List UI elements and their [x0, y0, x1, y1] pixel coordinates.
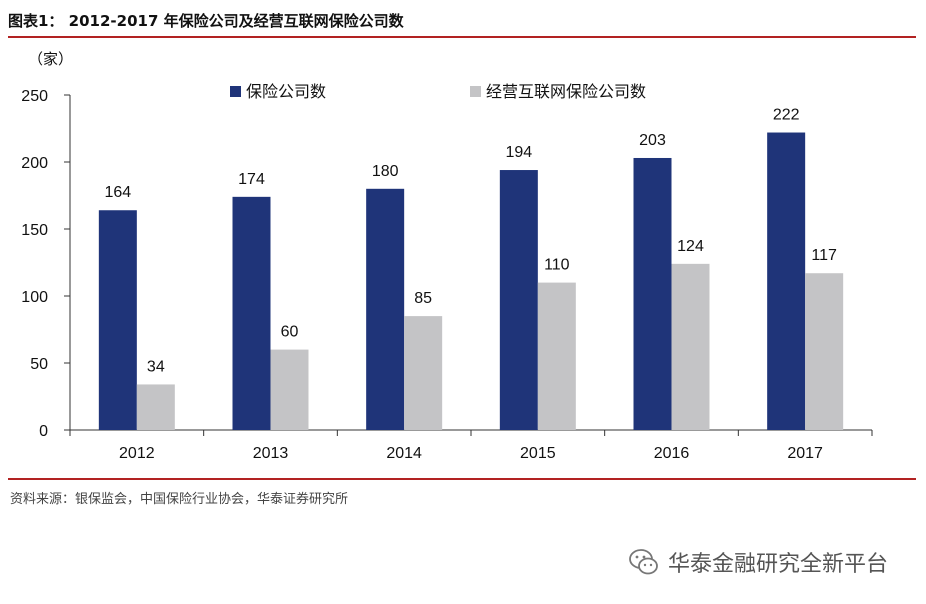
bar-insurers [633, 157, 672, 430]
data-label: 194 [505, 144, 532, 161]
bar-internet-insurers [537, 282, 576, 430]
watermark-text: 华泰金融研究全新平台 [668, 552, 889, 577]
data-label: 222 [773, 107, 800, 124]
data-label: 34 [147, 358, 165, 375]
x-tick-label: 2017 [787, 445, 823, 462]
figure-title: 图表1： 2012-2017 年保险公司及经营互联网保险公司数 [8, 12, 404, 30]
data-label: 60 [281, 324, 299, 341]
source-note: 资料来源：银保监会，中国保险行业协会，华泰证券研究所 [10, 492, 349, 507]
data-label: 85 [414, 290, 432, 307]
y-axis-unit-label: （家） [28, 50, 73, 68]
bar-chart: （家） 保险公司数 经营互联网保险公司数 0 50 100 150 200 250 2012 2… [21, 50, 873, 462]
bar-insurers [98, 210, 137, 430]
y-tick-label: 250 [21, 88, 48, 105]
y-tick-label: 50 [30, 356, 48, 373]
x-tick-label: 2012 [119, 445, 155, 462]
data-label: 110 [544, 257, 570, 274]
bar-internet-insurers [404, 316, 443, 430]
data-label: 124 [677, 238, 704, 255]
data-label: 180 [372, 163, 399, 180]
y-tick-label: 200 [21, 155, 48, 172]
axes: 0 50 100 150 200 250 2012 2013 2014 2015 2016 2017 [21, 88, 873, 462]
bottom-divider [8, 478, 916, 480]
bar-insurers [232, 196, 271, 430]
bar-insurers [767, 132, 806, 430]
y-tick-label: 150 [21, 222, 48, 239]
bar-internet-insurers [270, 349, 309, 430]
bar-insurers [366, 188, 405, 430]
watermark: 华泰金融研究全新平台 [628, 546, 888, 578]
x-tick-label: 2013 [253, 445, 289, 462]
bars [98, 132, 844, 431]
data-label: 117 [811, 247, 837, 264]
x-tick-label: 2014 [386, 445, 422, 462]
title-divider [8, 36, 916, 38]
bar-internet-insurers [671, 263, 710, 430]
data-label: 174 [238, 171, 265, 188]
legend-swatch [230, 86, 241, 97]
legend-swatch [470, 86, 481, 97]
bar-internet-insurers [136, 384, 175, 430]
x-tick-label: 2016 [654, 445, 690, 462]
y-tick-label: 0 [39, 423, 48, 440]
bar-internet-insurers [805, 273, 844, 430]
bar-insurers [499, 170, 538, 431]
data-label: 164 [104, 184, 131, 201]
x-tick-label: 2015 [520, 445, 556, 462]
data-label: 203 [639, 132, 666, 149]
legend: 保险公司数 经营互联网保险公司数 [230, 82, 646, 101]
wechat-icon [629, 549, 658, 575]
y-tick-label: 100 [21, 289, 48, 306]
legend-label: 保险公司数 [246, 82, 326, 101]
data-labels: 164 174 180 194 203 222 34 60 85 110 124 117 [104, 107, 837, 376]
legend-label: 经营互联网保险公司数 [486, 82, 646, 101]
